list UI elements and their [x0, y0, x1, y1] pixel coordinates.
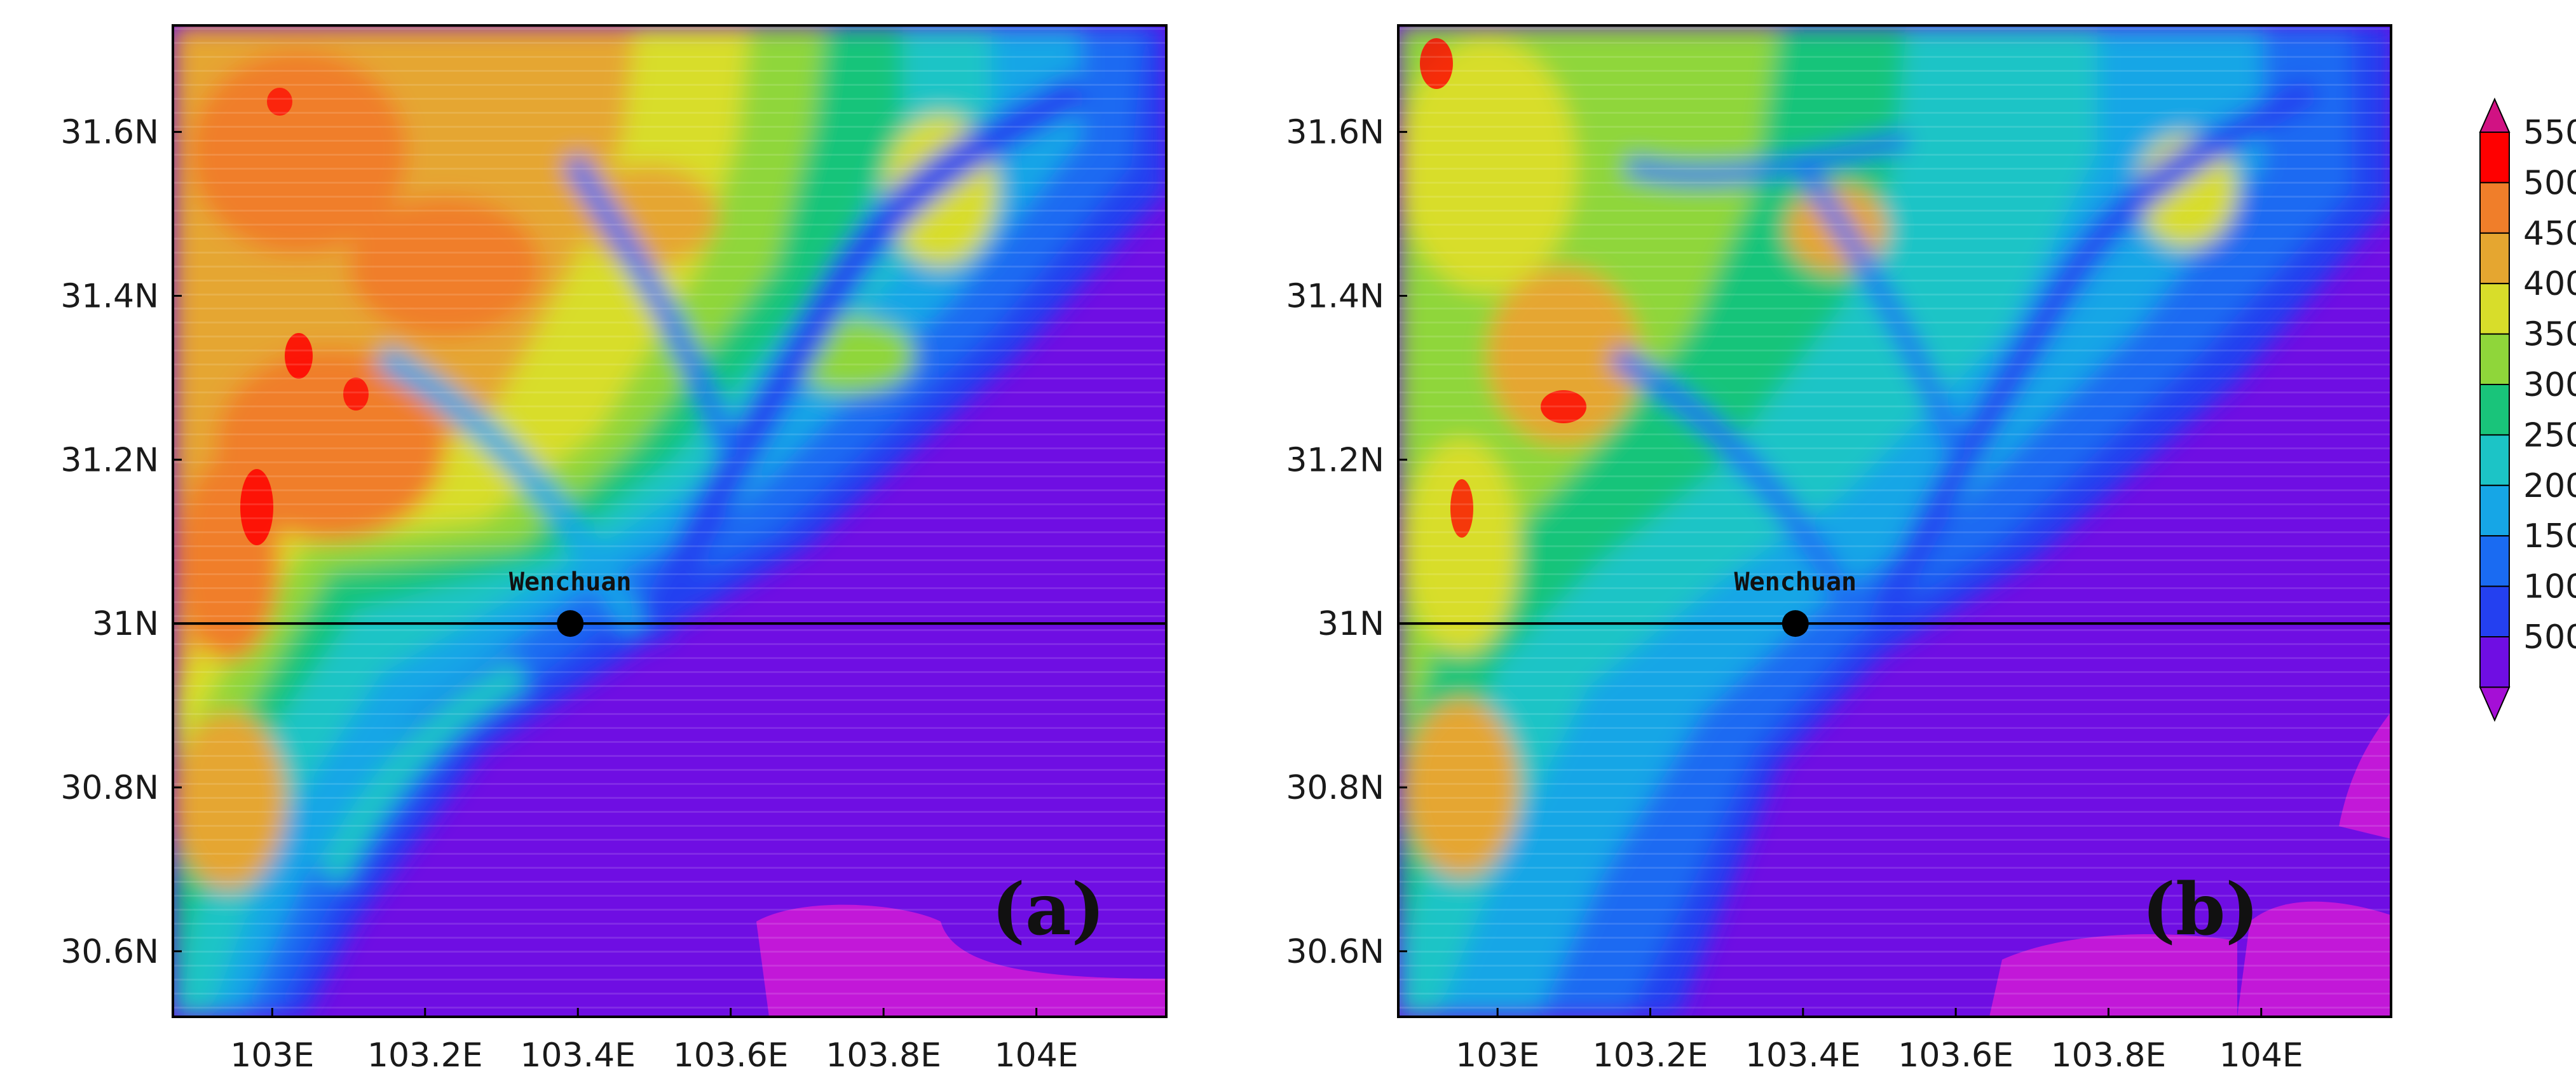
x-tick-label: 103.6E: [1898, 1037, 2014, 1075]
colorbar-top-arrow: [2479, 97, 2511, 133]
colorbar-segment: [2479, 636, 2510, 688]
colorbar-label: 4000: [2523, 265, 2576, 303]
x-tick-label: 103.4E: [1745, 1037, 1861, 1075]
panel-b-axes: 103E 103.2E 103.4E 103.6E 103.8E 104E 30.6N 30.…: [1286, 114, 2303, 1075]
colorbar-segment: [2479, 384, 2510, 436]
x-tick-label: 103E: [230, 1037, 314, 1075]
y-tick-label: 31.4N: [60, 277, 159, 315]
panel-a-label: (a): [992, 868, 1105, 951]
colorbar-segment: [2479, 232, 2510, 285]
y-tick-label: 31.2N: [1286, 441, 1384, 479]
colorbar-label: 3500: [2523, 316, 2576, 354]
panel-a-axes: 103E 103.2E 103.4E 103.6E 103.8E 104E 30.6N 30.…: [60, 114, 1078, 1075]
x-tick-label: 103.8E: [2051, 1037, 2167, 1075]
panel-a-terrain: [173, 25, 1166, 1017]
colorbar-label: 3000: [2523, 366, 2576, 404]
y-tick-label: 31N: [92, 605, 159, 643]
panel-a-location-marker: [557, 610, 584, 637]
y-tick-label: 31N: [1318, 605, 1384, 643]
colorbar-label: 500: [2523, 618, 2576, 656]
x-tick-label: 103.8E: [826, 1037, 941, 1075]
x-tick-label: 103E: [1455, 1037, 1539, 1075]
colorbar-label: 1500: [2523, 517, 2576, 555]
colorbar-label: 5500: [2523, 114, 2576, 152]
y-tick-label: 30.8N: [60, 769, 159, 807]
panel-b-terrain: [1398, 25, 2391, 1017]
colorbar-segment: [2479, 434, 2510, 486]
colorbar-segment: [2479, 132, 2510, 184]
panel-b-map: 103E 103.2E 103.4E 103.6E 103.8E 104E 30.6N 30.…: [1286, 24, 2392, 1075]
panel-b-label: (b): [2142, 868, 2259, 951]
x-tick-label: 104E: [2219, 1037, 2303, 1075]
x-tick-label: 104E: [995, 1037, 1079, 1075]
y-tick-label: 31.2N: [60, 441, 159, 479]
colorbar-label: 2000: [2523, 467, 2576, 505]
x-tick-label: 103.2E: [367, 1037, 483, 1075]
panel-a-location-label: Wenchuan: [509, 568, 632, 597]
colorbar-label: 4500: [2523, 215, 2576, 253]
x-tick-label: 103.6E: [673, 1037, 789, 1075]
x-tick-label: 103.2E: [1593, 1037, 1708, 1075]
colorbar-label: 5000: [2523, 164, 2576, 202]
panel-b-location-label: Wenchuan: [1734, 568, 1857, 597]
colorbar-label: 2500: [2523, 416, 2576, 454]
panel-a-map: 103E 103.2E 103.4E 103.6E 103.8E 104E 30.6N 30.…: [60, 24, 1168, 1075]
x-tick-label: 103.4E: [520, 1037, 636, 1075]
colorbar-segment: [2479, 333, 2510, 385]
elevation-colorbar: 5500 5000 4500 4000 3500 3000 2500 2000 1500 1000…: [2479, 97, 2576, 722]
panel-a-frame: [172, 24, 1168, 1018]
colorbar-segment: [2479, 283, 2510, 335]
y-tick-label: 30.8N: [1286, 769, 1384, 807]
colorbar-bottom-arrow: [2479, 686, 2511, 722]
panel-b-location-marker: [1782, 610, 1809, 637]
y-tick-label: 30.6N: [1286, 933, 1384, 971]
colorbar-segment: [2479, 182, 2510, 234]
panel-b-frame: [1397, 24, 2392, 1018]
y-tick-label: 31.6N: [1286, 114, 1384, 152]
colorbar-label: 1000: [2523, 568, 2576, 606]
y-tick-label: 31.6N: [60, 114, 159, 152]
colorbar-segment: [2479, 585, 2510, 637]
colorbar-segment: [2479, 484, 2510, 537]
y-tick-label: 30.6N: [60, 933, 159, 971]
colorbar-segment: [2479, 535, 2510, 587]
y-tick-label: 31.4N: [1286, 277, 1384, 315]
